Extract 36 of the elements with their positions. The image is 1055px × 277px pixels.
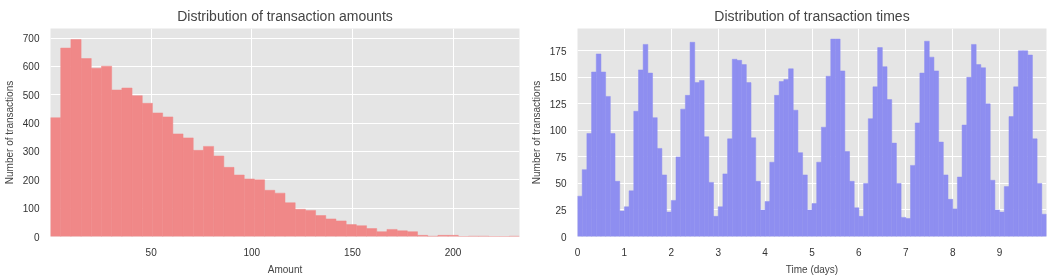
x-tick-label: 3: [715, 246, 722, 258]
y-tick-label: 0: [33, 231, 40, 243]
x-tick-label: 200: [444, 246, 462, 258]
y-tick-label: 150: [549, 72, 567, 84]
y-tick-label: 300: [22, 146, 40, 158]
y-tick-label: 400: [22, 118, 40, 130]
x-tick-label: 8: [949, 246, 956, 258]
x-tick-label: 2: [668, 246, 675, 258]
y-tick-label: 500: [22, 89, 40, 101]
x-axis-title: Amount: [267, 263, 303, 275]
x-tick-label: 0: [574, 246, 581, 258]
y-tick-label: 100: [549, 125, 567, 137]
y-tick-label: 0: [560, 231, 567, 243]
chart-title: Distribution of transaction amounts: [177, 7, 393, 24]
x-tick-label: 5: [809, 246, 816, 258]
y-tick-label: 75: [555, 151, 567, 163]
x-tick-label: 150: [344, 246, 362, 258]
y-tick-label: 50: [555, 178, 567, 190]
x-tick-label: 100: [243, 246, 261, 258]
y-tick-label: 100: [22, 203, 40, 215]
y-tick-label: 600: [22, 61, 40, 73]
y-axis-title: Number of transactions: [530, 80, 542, 185]
y-tick-label: 700: [22, 33, 40, 45]
x-tick-label: 50: [145, 246, 158, 258]
x-tick-label: 7: [903, 246, 910, 258]
y-axis-title: Number of transactions: [3, 80, 15, 185]
chart-title: Distribution of transaction times: [714, 7, 910, 24]
x-tick-label: 6: [856, 246, 863, 258]
x-tick-label: 9: [996, 246, 1003, 258]
y-tick-label: 125: [549, 98, 567, 110]
x-tick-label: 4: [762, 246, 769, 258]
y-tick-label: 200: [22, 174, 40, 186]
x-tick-label: 1: [621, 246, 628, 258]
y-tick-label: 175: [549, 45, 567, 57]
x-axis-title: Time (days): [785, 263, 839, 275]
y-tick-label: 25: [555, 204, 567, 216]
